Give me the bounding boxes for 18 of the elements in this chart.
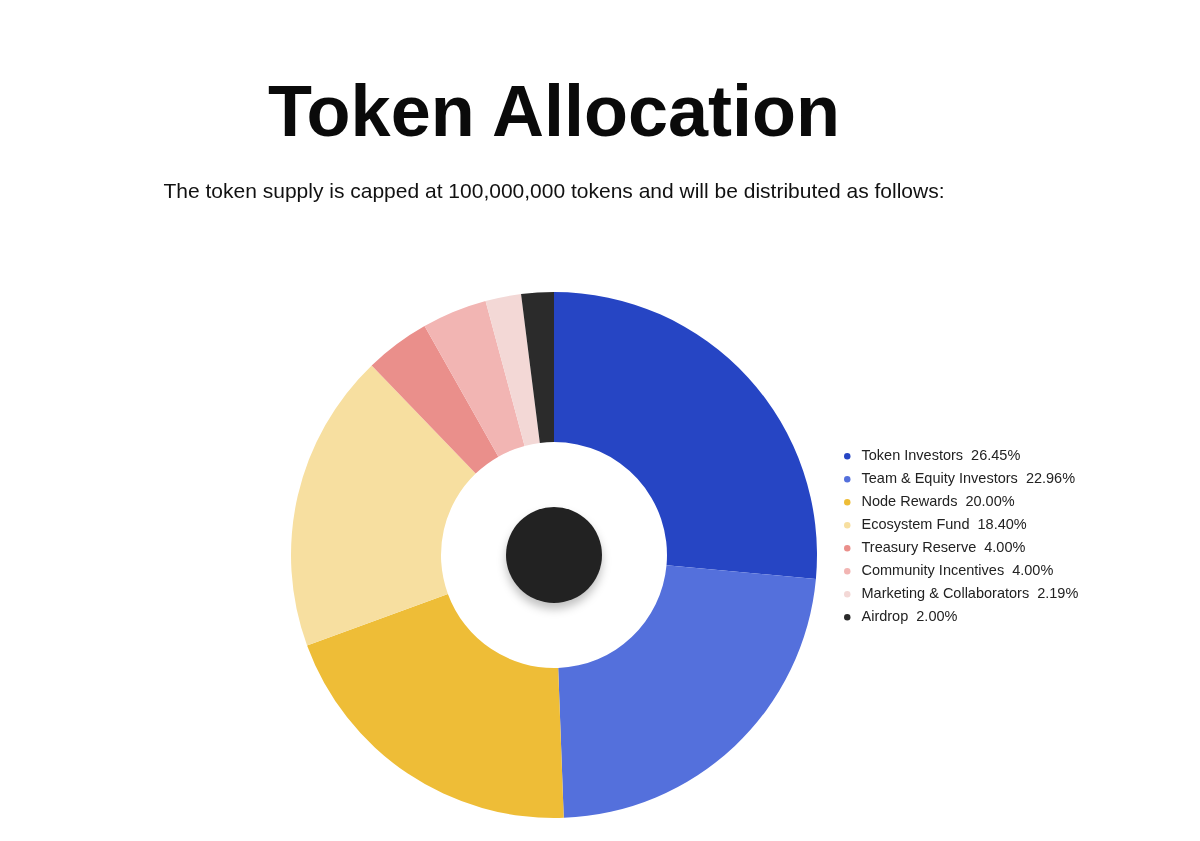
legend-label: Marketing & Collaborators 2.19% xyxy=(861,585,1079,602)
legend-label: Ecosystem Fund 18.40% xyxy=(861,516,1027,533)
legend-label: Node Rewards 20.00% xyxy=(861,493,1015,510)
donut-slice xyxy=(485,294,540,446)
donut-slice xyxy=(558,565,816,818)
legend-label: Token Investors 26.45% xyxy=(861,447,1021,464)
donut-slice xyxy=(521,292,554,443)
donut-slice xyxy=(291,365,476,646)
legend-label: Team & Equity Investors 22.96% xyxy=(861,470,1076,487)
legend-label: Treasury Reserve 4.00% xyxy=(861,539,1026,556)
donut-slice xyxy=(307,593,564,818)
donut-slice xyxy=(371,326,499,474)
legend-label: Community Incentives 4.00% xyxy=(861,562,1054,579)
chart-subtitle: The token supply is capped at 100,000,000 tokens and will be distributed as follows: xyxy=(163,179,945,202)
donut-slice xyxy=(424,301,525,457)
donut-slice xyxy=(554,292,817,579)
legend-label: Airdrop 2.00% xyxy=(861,608,958,625)
chart-title: Token Allocation xyxy=(267,71,841,151)
